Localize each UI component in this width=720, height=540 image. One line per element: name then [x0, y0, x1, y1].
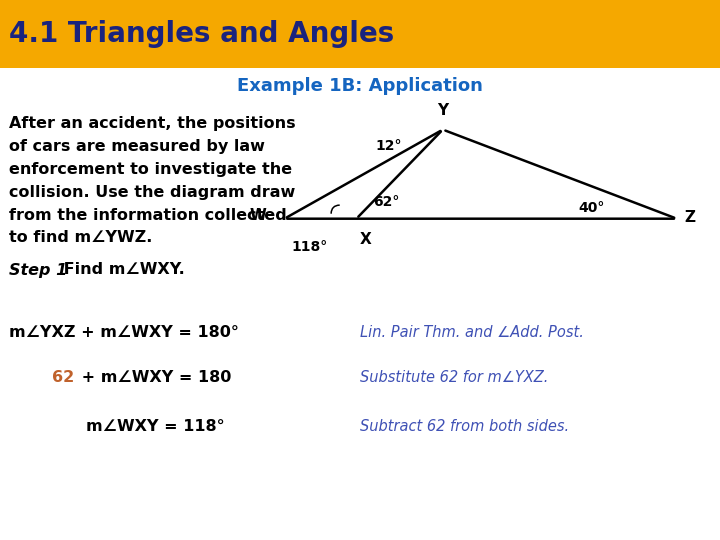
- Text: Substitute 62 for m∠YXZ.: Substitute 62 for m∠YXZ.: [360, 370, 549, 386]
- Text: Find m∠WXY.: Find m∠WXY.: [58, 262, 184, 278]
- Text: After an accident, the positions
of cars are measured by law
enforcement to inve: After an accident, the positions of cars…: [9, 117, 295, 245]
- Text: m∠YXZ + m∠WXY = 180°: m∠YXZ + m∠WXY = 180°: [9, 325, 238, 340]
- Text: W: W: [250, 208, 266, 224]
- Text: 4.1 Triangles and Angles: 4.1 Triangles and Angles: [9, 20, 394, 48]
- Text: Y: Y: [437, 103, 449, 118]
- Text: 40°: 40°: [578, 201, 605, 215]
- Text: 118°: 118°: [292, 240, 328, 254]
- Text: m∠WXY = 118°: m∠WXY = 118°: [86, 419, 225, 434]
- FancyBboxPatch shape: [0, 0, 720, 68]
- Text: X: X: [360, 232, 372, 247]
- Text: Lin. Pair Thm. and ∠Add. Post.: Lin. Pair Thm. and ∠Add. Post.: [360, 325, 584, 340]
- Text: Subtract 62 from both sides.: Subtract 62 from both sides.: [360, 419, 569, 434]
- Text: Step 1: Step 1: [9, 262, 67, 278]
- Text: 62°: 62°: [373, 195, 400, 210]
- Text: 62: 62: [52, 370, 74, 386]
- Text: + m∠WXY = 180: + m∠WXY = 180: [76, 370, 232, 386]
- Text: 12°: 12°: [375, 139, 402, 153]
- Text: Z: Z: [684, 210, 695, 225]
- Text: Example 1B: Application: Example 1B: Application: [237, 77, 483, 96]
